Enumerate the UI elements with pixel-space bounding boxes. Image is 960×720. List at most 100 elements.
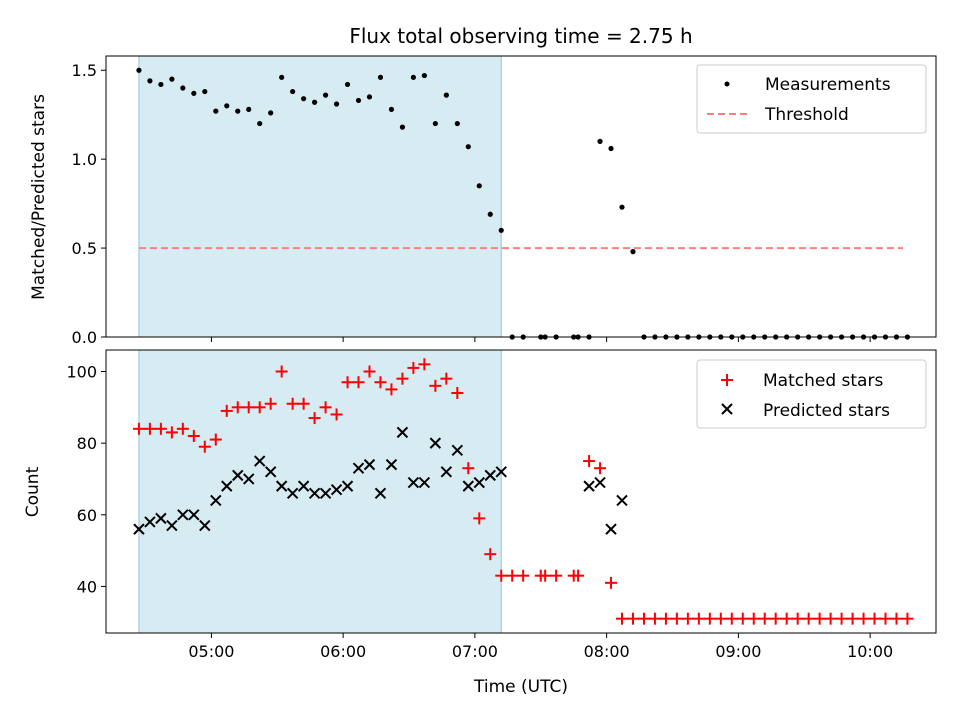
predicted-star-point [155, 512, 167, 525]
predicted-star-point [363, 458, 376, 471]
predicted-star-point [385, 458, 398, 471]
matched-star-point [736, 612, 749, 625]
measurement-point [410, 74, 417, 80]
predicted-star-point [429, 437, 442, 449]
predicted-star-point [308, 487, 321, 499]
predicted-star-point [286, 487, 299, 499]
matched-star-point [385, 383, 398, 396]
matched-star-point [363, 365, 376, 378]
y-tick-label: 100 [66, 362, 97, 381]
matched-star-point [231, 401, 244, 414]
matched-star-point [714, 612, 727, 625]
y-tick-label: 80 [77, 434, 97, 453]
measurement-point [608, 145, 614, 152]
measurement-point [311, 99, 318, 105]
predicted-star-point [330, 484, 343, 496]
x-tick-label: 06:00 [320, 642, 366, 661]
matched-star-point [330, 408, 343, 421]
predicted-star-point [462, 480, 475, 492]
matched-star-point [264, 397, 277, 410]
predicted-star-point [243, 473, 255, 485]
legend-matched-label: Matched stars [763, 371, 883, 391]
predicted-star-point [616, 494, 628, 507]
predicted-star-point [418, 476, 431, 489]
matched-star-point [670, 612, 683, 625]
predicted-star-point [297, 480, 310, 492]
measurement-point [224, 103, 230, 109]
predicted-star-point [352, 462, 365, 474]
matched-star-point [165, 426, 178, 439]
measurement-point [235, 108, 241, 114]
bottom-panel: 05:00 06:00 07:00 08:00 09:00 10:00406080100 … [23, 349, 937, 697]
matched-star-point [890, 612, 903, 625]
measurement-point [630, 249, 636, 255]
predicted-star-point [319, 487, 332, 499]
legend-measurements-marker [724, 81, 730, 87]
matched-star-point [857, 612, 870, 625]
matched-star-point [495, 569, 508, 582]
matched-star-point [605, 576, 618, 589]
predicted-star-point [407, 476, 420, 489]
matched-star-point [616, 612, 629, 625]
predicted-star-point [374, 487, 387, 499]
matched-star-point [901, 612, 914, 625]
matched-star-point [550, 569, 563, 582]
matched-star-point [506, 569, 519, 582]
x-tick-label: 10:00 [847, 642, 893, 661]
predicted-star-point [221, 480, 233, 492]
y-tick-label: 0.0 [72, 328, 97, 347]
matched-star-point [802, 612, 815, 625]
predicted-star-point [341, 480, 354, 492]
matched-star-point [154, 422, 167, 435]
measurement-point [388, 106, 395, 112]
predicted-star-point [396, 426, 409, 439]
measurement-point [344, 81, 351, 88]
matched-star-point [868, 612, 881, 625]
y-tick-label: 1.5 [72, 61, 97, 80]
x-tick-label: 08:00 [584, 642, 630, 661]
measurement-point [279, 74, 285, 80]
matched-star-point [517, 569, 530, 582]
measurement-point [454, 120, 460, 127]
matched-star-point [132, 422, 145, 435]
measurement-point [169, 76, 175, 82]
matched-star-point [374, 376, 387, 389]
matched-star-point [637, 612, 650, 625]
measurement-point [257, 120, 263, 127]
matched-star-point [253, 401, 266, 414]
legend-predicted-label: Predicted stars [763, 401, 890, 421]
predicted-star-point [253, 455, 266, 467]
top-y-axis-label: Matched/Predicted stars [29, 94, 49, 300]
matched-star-point [187, 429, 200, 442]
measurement-point [487, 211, 493, 217]
matched-star-point [176, 422, 189, 435]
measurement-point [366, 94, 373, 100]
matched-star-point [451, 386, 464, 399]
matched-star-point [462, 462, 475, 475]
measurement-point [202, 88, 208, 95]
chart-title: Flux total observing time = 2.75 h [349, 24, 692, 48]
matched-star-point [308, 412, 321, 425]
measurement-point [377, 74, 384, 80]
measurement-point [180, 85, 186, 91]
matched-star-point [319, 401, 332, 414]
matched-star-point [143, 422, 156, 435]
measurement-point [301, 96, 307, 102]
measurement-point [333, 101, 340, 107]
matched-star-point [209, 433, 222, 446]
matched-star-point [275, 365, 288, 378]
predicted-star-point [166, 519, 178, 532]
matched-star-point [352, 376, 365, 389]
predicted-star-point [188, 509, 200, 521]
matched-star-point [594, 462, 607, 475]
predicted-star-point [605, 523, 617, 535]
legend-predicted-marker [721, 403, 733, 415]
matched-star-point [242, 401, 255, 414]
predicted-star-point [275, 480, 288, 492]
y-tick-label: 60 [77, 506, 97, 525]
predicted-star-point [232, 469, 244, 482]
x-tick-label: 05:00 [188, 642, 234, 661]
y-tick-label: 1.0 [72, 150, 97, 169]
measurement-point [268, 110, 274, 116]
